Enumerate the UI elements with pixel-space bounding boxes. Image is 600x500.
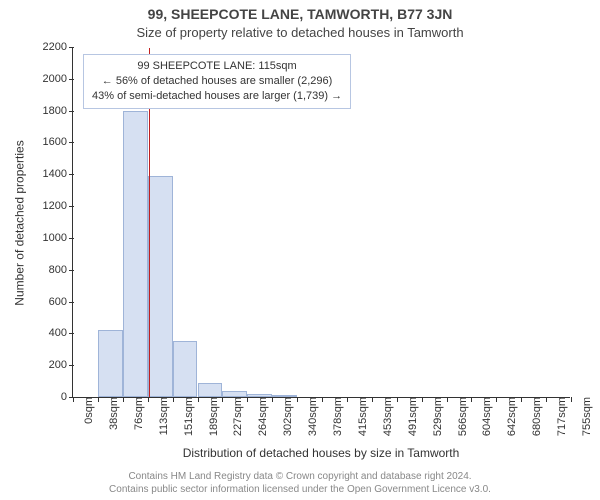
summary-box: 99 SHEEPCOTE LANE: 115sqm ← 56% of detac… bbox=[83, 54, 351, 109]
histogram-bar bbox=[148, 176, 173, 397]
chart-container: 99, SHEEPCOTE LANE, TAMWORTH, B77 3JN Si… bbox=[0, 0, 600, 500]
y-tick-label: 1400 bbox=[43, 168, 73, 180]
histogram-bar bbox=[123, 111, 148, 397]
footer-line-2: Contains public sector information licen… bbox=[0, 484, 600, 497]
histogram-bar bbox=[98, 330, 123, 397]
y-tick-label: 200 bbox=[49, 359, 73, 371]
x-tick-label: 378sqm bbox=[326, 397, 344, 436]
x-tick-label: 717sqm bbox=[550, 397, 568, 436]
y-tick-label: 800 bbox=[49, 264, 73, 276]
x-tick-mark bbox=[198, 397, 199, 402]
footer-line-1: Contains HM Land Registry data © Crown c… bbox=[0, 471, 600, 484]
x-tick-label: 340sqm bbox=[301, 397, 319, 436]
y-tick-label: 400 bbox=[49, 327, 73, 339]
x-tick-mark bbox=[148, 397, 149, 402]
x-tick-label: 604sqm bbox=[475, 397, 493, 436]
x-tick-label: 227sqm bbox=[226, 397, 244, 436]
x-tick-label: 0sqm bbox=[77, 397, 95, 424]
chart-title-address: 99, SHEEPCOTE LANE, TAMWORTH, B77 3JN bbox=[0, 6, 600, 22]
x-tick-label: 453sqm bbox=[376, 397, 394, 436]
x-tick-label: 491sqm bbox=[401, 397, 419, 436]
histogram-bar bbox=[173, 341, 198, 397]
x-tick-label: 151sqm bbox=[177, 397, 195, 436]
x-tick-mark bbox=[173, 397, 174, 402]
y-tick-label: 1000 bbox=[43, 232, 73, 244]
x-tick-mark bbox=[98, 397, 99, 402]
x-tick-mark bbox=[546, 397, 547, 402]
summary-line-larger: 43% of semi-detached houses are larger (… bbox=[92, 89, 342, 104]
x-tick-mark bbox=[222, 397, 223, 402]
summary-line-smaller: ← 56% of detached houses are smaller (2,… bbox=[92, 74, 342, 89]
x-tick-label: 76sqm bbox=[127, 397, 145, 430]
x-tick-mark bbox=[123, 397, 124, 402]
x-tick-mark bbox=[447, 397, 448, 402]
x-tick-mark bbox=[397, 397, 398, 402]
x-tick-mark bbox=[297, 397, 298, 402]
x-tick-label: 302sqm bbox=[276, 397, 294, 436]
x-tick-mark bbox=[521, 397, 522, 402]
y-tick-label: 600 bbox=[49, 296, 73, 308]
plot-area: 99 SHEEPCOTE LANE: 115sqm ← 56% of detac… bbox=[72, 48, 570, 398]
x-tick-label: 38sqm bbox=[102, 397, 120, 430]
x-axis-label: Distribution of detached houses by size … bbox=[72, 446, 570, 460]
x-tick-label: 642sqm bbox=[500, 397, 518, 436]
x-tick-mark bbox=[372, 397, 373, 402]
x-tick-label: 264sqm bbox=[251, 397, 269, 436]
y-axis-label: Number of detached properties bbox=[12, 48, 28, 398]
x-tick-label: 755sqm bbox=[575, 397, 593, 436]
footer-attribution: Contains HM Land Registry data © Crown c… bbox=[0, 471, 600, 496]
x-tick-label: 415sqm bbox=[351, 397, 369, 436]
x-tick-mark bbox=[247, 397, 248, 402]
chart-subtitle: Size of property relative to detached ho… bbox=[0, 25, 600, 40]
summary-line-property: 99 SHEEPCOTE LANE: 115sqm bbox=[92, 59, 342, 74]
x-tick-mark bbox=[347, 397, 348, 402]
x-tick-mark bbox=[422, 397, 423, 402]
y-axis-label-text: Number of detached properties bbox=[13, 140, 27, 305]
x-tick-label: 680sqm bbox=[525, 397, 543, 436]
x-tick-label: 529sqm bbox=[426, 397, 444, 436]
y-tick-label: 2200 bbox=[43, 41, 73, 53]
x-tick-mark bbox=[272, 397, 273, 402]
x-tick-mark bbox=[73, 397, 74, 402]
y-tick-label: 2000 bbox=[43, 73, 73, 85]
x-tick-label: 566sqm bbox=[451, 397, 469, 436]
histogram-bar bbox=[198, 383, 223, 397]
x-tick-label: 113sqm bbox=[152, 397, 170, 435]
x-tick-mark bbox=[496, 397, 497, 402]
x-tick-label: 189sqm bbox=[202, 397, 220, 436]
y-tick-label: 0 bbox=[61, 391, 73, 403]
y-tick-label: 1800 bbox=[43, 105, 73, 117]
y-tick-label: 1600 bbox=[43, 136, 73, 148]
x-tick-mark bbox=[322, 397, 323, 402]
y-tick-label: 1200 bbox=[43, 200, 73, 212]
x-tick-mark bbox=[571, 397, 572, 402]
x-tick-mark bbox=[471, 397, 472, 402]
